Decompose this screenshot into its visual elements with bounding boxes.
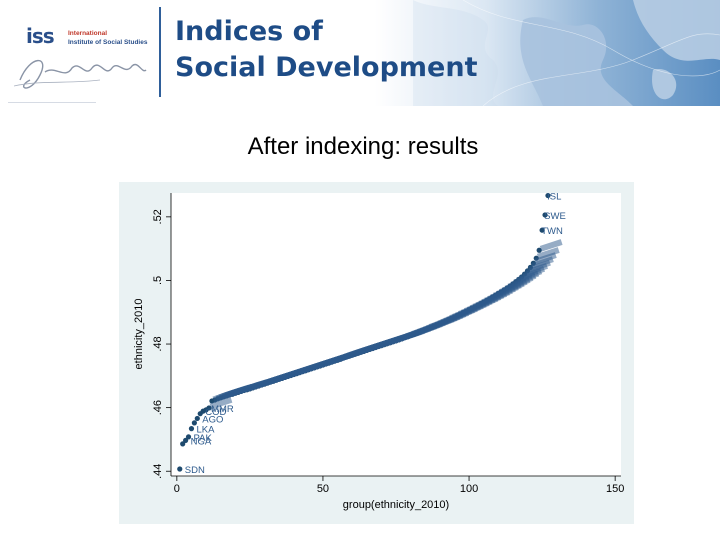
data-point-3 [183,437,189,443]
slide-title-text: After indexing: results [247,133,479,160]
iss-logo: iss International Institute of Social St… [0,0,158,106]
data-point-127 [545,192,551,199]
x-tick-label-1: 50 [317,483,329,495]
point-label-isl: ISL [547,192,561,203]
y-tick-label-2: .48 [152,336,164,351]
header-title-line-2: Social Development [175,52,478,83]
data-point-7 [194,415,200,422]
slide-header: iss International Institute of Social St… [0,0,720,106]
logo-line-international: International [68,30,108,37]
crowded-label-mark-123 [536,247,560,260]
point-label-twn: TWN [541,226,563,237]
point-label-mmr: MMR [211,404,234,415]
point-label-ago: AGO [202,414,223,425]
chart-frame: 0 50 100 150 .44 .46 .48 .5 .52 SDN NGA PAK LKA AGO C… [119,182,634,524]
y-tick-label-3: .5 [152,276,164,285]
data-point-124 [536,247,542,253]
logo-mark: iss [26,24,55,48]
y-tick-label-4: .52 [152,209,164,224]
point-label-cod: COD [205,407,226,418]
axis-ticks: 0 50 100 150 .44 .46 .48 .5 .52 [152,209,624,495]
x-axis-label: group(ethnicity_2010) [343,499,449,511]
plot-area [171,193,621,476]
scatter-chart: 0 50 100 150 .44 .46 .48 .5 .52 SDN NGAPAKLKAAGOC… [133,192,624,511]
x-tick-label-0: 0 [174,483,180,495]
slide-title: After indexing: results [0,133,720,161]
logo-line-institute: Institute of Social Studies [68,39,148,46]
erasmus-signature-logo [13,59,147,89]
x-tick-label-2: 100 [460,483,478,495]
data-point-126 [542,212,548,218]
data-point-1 [177,466,183,472]
header-title-line-1: Indices of [175,16,323,47]
x-tick-label-3: 150 [606,483,624,495]
header-divider [159,7,161,97]
point-label-nga: NGA [191,436,212,447]
header-banner: Indices of Social Development [163,0,720,106]
data-point-11 [206,405,212,411]
data-point-6 [191,420,197,426]
data-point-2 [180,441,186,447]
data-point-4 [185,434,192,440]
crowded-label-mark-11 [209,396,233,410]
point-label-sdn: SDN [185,465,205,476]
point-label-lka: LKA [196,425,215,436]
point-label-swe: SWE [544,211,566,222]
data-point-5 [188,426,195,432]
world-map-graphic [413,0,720,106]
y-tick-label-0: .44 [152,464,164,479]
y-axis-label: ethnicity_2010 [133,299,145,370]
crowded-label-mark-124 [539,239,563,252]
logo-underline [8,102,96,103]
data-point-125 [539,227,545,233]
y-tick-label-1: .46 [152,400,164,415]
point-label-pak: PAK [194,433,213,444]
